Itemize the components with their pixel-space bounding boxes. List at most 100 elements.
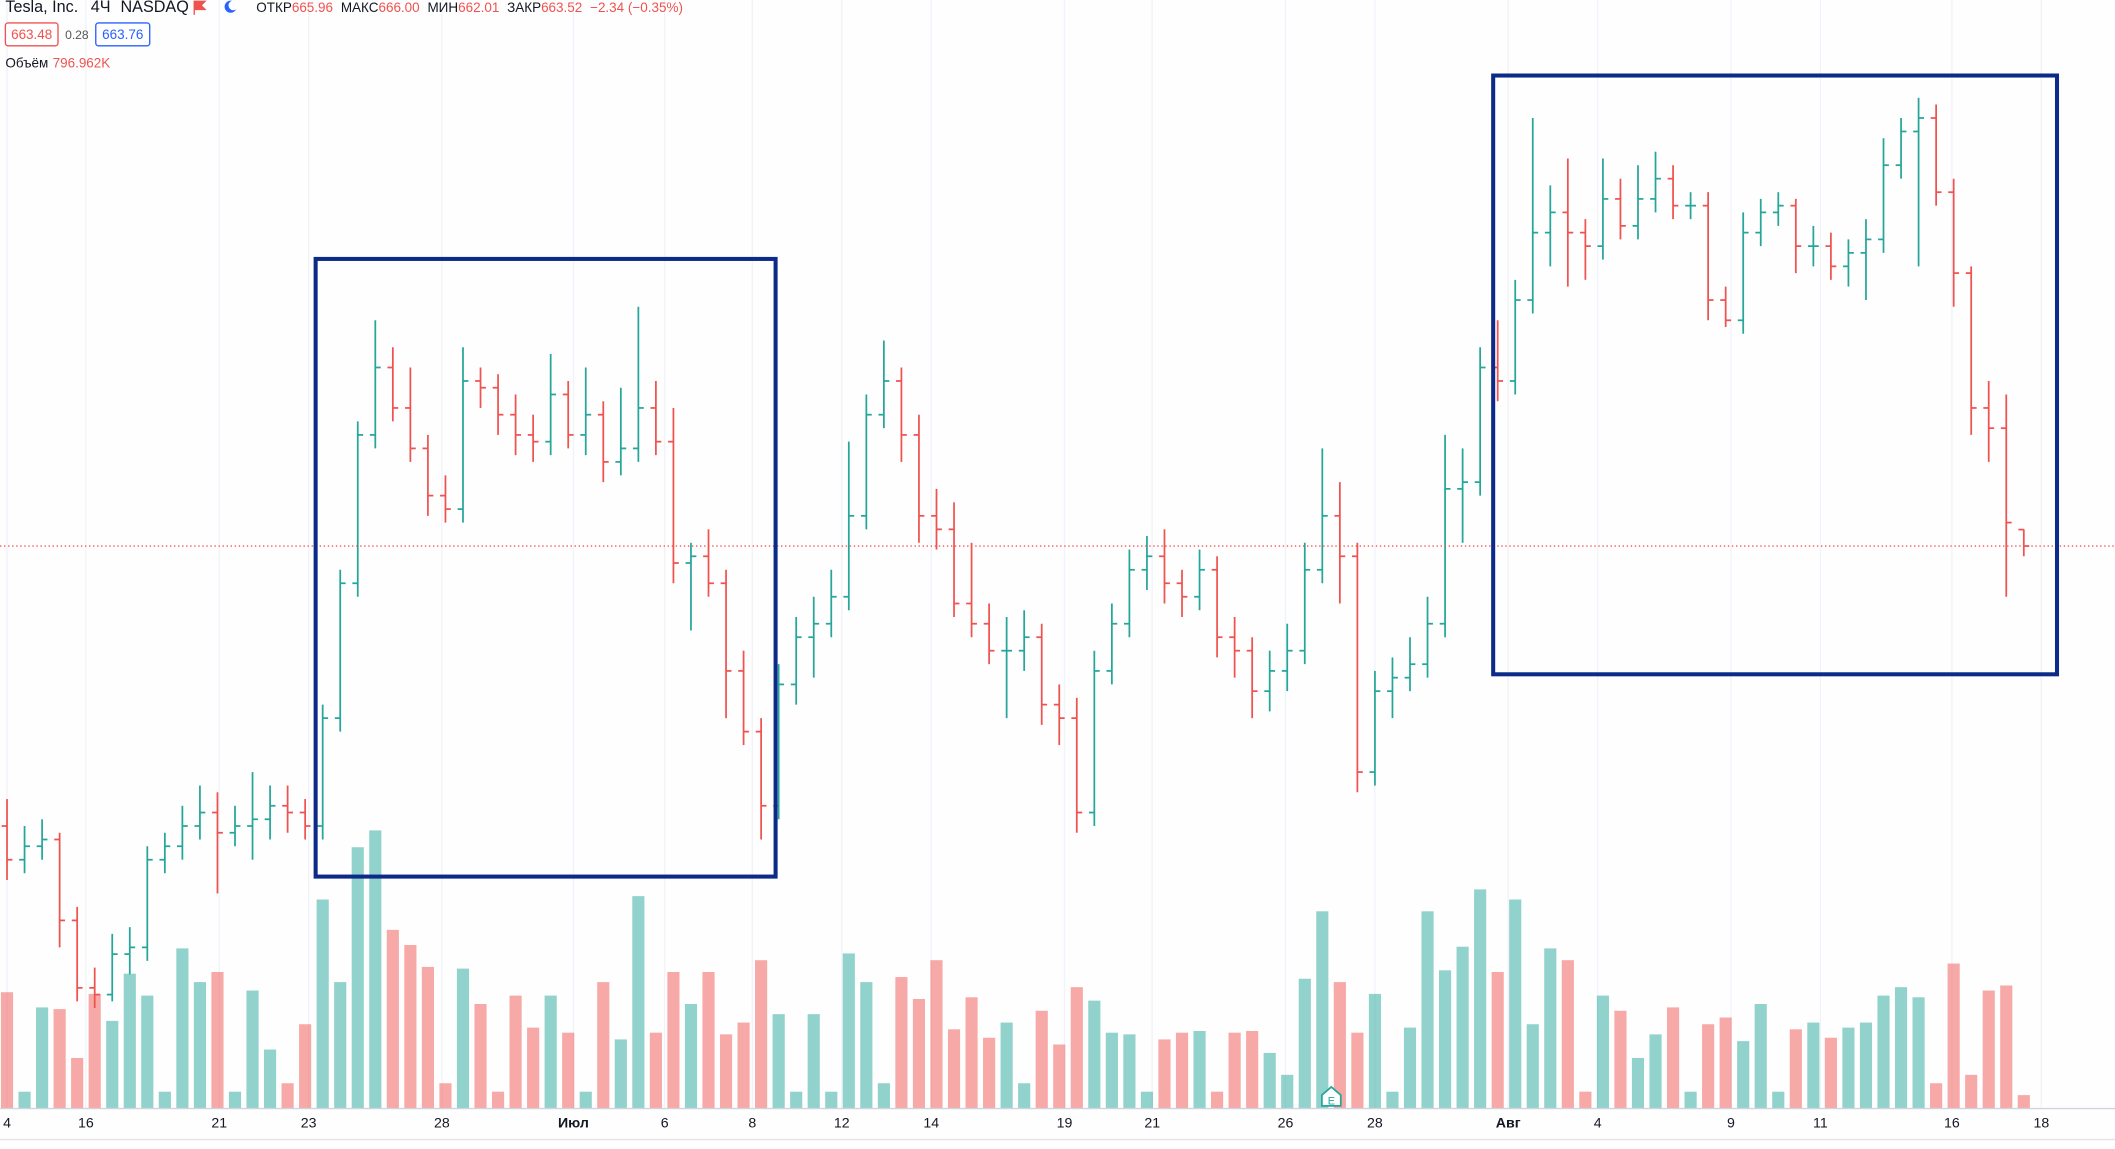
volume-bar <box>2017 1095 2030 1109</box>
volume-bar <box>1894 987 1908 1109</box>
legend-value: 666.00 <box>378 0 419 15</box>
volume-bar <box>1649 1034 1662 1109</box>
volume-bar <box>562 1032 575 1109</box>
x-tick-label: 14 <box>923 1115 939 1131</box>
volume-bar <box>1333 982 1346 1109</box>
volume-bar <box>369 830 382 1109</box>
volume-bar <box>1123 1034 1136 1109</box>
volume-bar <box>1316 911 1329 1109</box>
volume-bar <box>807 1014 820 1109</box>
volume-bar <box>1386 1091 1399 1109</box>
volume-bar <box>579 1091 592 1109</box>
symbol-line: Tesla, Inc. 4Ч NASDAQ <box>5 0 188 16</box>
x-tick-label: Июл <box>558 1115 589 1131</box>
volume-bar <box>316 899 329 1109</box>
volume-bar <box>1754 1004 1767 1109</box>
volume-bar <box>667 971 680 1109</box>
volume-bar <box>1403 1027 1417 1109</box>
volume-bar <box>1281 1074 1294 1109</box>
volume-bar <box>1070 987 1083 1109</box>
ask-box[interactable] <box>95 22 151 47</box>
volume-bar <box>421 966 434 1109</box>
interval: 4Ч <box>91 0 111 16</box>
volume-bar <box>158 1091 171 1109</box>
volume-bar <box>597 982 610 1109</box>
x-tick-label: 21 <box>211 1115 227 1131</box>
volume-bar <box>1035 1010 1048 1109</box>
x-tick-label: 18 <box>2033 1115 2049 1131</box>
x-tick-label: 4 <box>1594 1115 1602 1131</box>
volume-bar <box>1246 1030 1259 1109</box>
volume-bar <box>860 982 873 1109</box>
volume-bar <box>53 1009 66 1109</box>
volume-bar <box>1509 899 1522 1109</box>
volume-bar <box>1596 995 1609 1109</box>
volume-bar <box>1474 889 1487 1109</box>
bid-price: 663.48 <box>11 27 52 42</box>
exchange: NASDAQ <box>120 0 188 16</box>
volume-label: Объём <box>5 55 48 70</box>
volume-bar <box>193 982 206 1109</box>
header: Tesla, Inc. 4Ч NASDAQ ОТКР665.96 МАКС666… <box>4 0 683 70</box>
volume-bar <box>649 1032 662 1109</box>
volume-bar <box>1000 1022 1013 1109</box>
x-tick-label: 23 <box>301 1115 317 1131</box>
volume-bar <box>1561 960 1574 1109</box>
legend-value: 663.52 <box>541 0 582 15</box>
volume-bar <box>702 971 715 1109</box>
x-tick-label: 8 <box>748 1115 756 1131</box>
volume-bar <box>18 1091 31 1109</box>
ohlc-legend: ОТКР665.96 МАКС666.00 МИН662.01 ЗАКР663.… <box>256 0 683 15</box>
volume-bar <box>1859 1022 1873 1109</box>
volume-bar <box>1842 1027 1855 1109</box>
volume-bar <box>1351 1032 1364 1109</box>
time-axis: 4 16 21 23 28 Июл 6 8 12 14 19 21 26 28 Авг 4 9 11 16 18 <box>3 1115 2049 1131</box>
drawn-rectangle[interactable] <box>313 256 778 879</box>
volume-bar <box>1737 1041 1750 1109</box>
earnings-icon <box>1320 1085 1342 1107</box>
volume-bar <box>1807 1022 1820 1109</box>
x-tick-label: 11 <box>1813 1115 1828 1131</box>
ask-price: 663.76 <box>102 27 143 42</box>
volume-value: 796.962K <box>53 55 111 70</box>
volume-bar <box>947 1029 961 1109</box>
x-tick-label: 16 <box>78 1115 94 1131</box>
spread: 0.28 <box>65 28 89 42</box>
volume-bar <box>684 1004 698 1109</box>
volume-bar <box>1263 1052 1276 1109</box>
legend-label: МИН <box>427 0 458 15</box>
volume-bar <box>1930 1083 1943 1109</box>
volume-bar <box>1719 1017 1732 1109</box>
volume-bar <box>264 1049 277 1109</box>
legend-value: 665.96 <box>292 0 333 15</box>
volume-bar <box>983 1037 996 1109</box>
volume-bar <box>912 998 926 1109</box>
volume-bar <box>123 973 136 1109</box>
x-tick-label: 19 <box>1057 1115 1073 1131</box>
volume-bar <box>719 1034 733 1109</box>
volume-bar <box>1824 1037 1837 1109</box>
volume-bar <box>1877 995 1890 1109</box>
volume-bar <box>439 1083 452 1109</box>
volume-bar <box>1140 1091 1154 1109</box>
volume-bar <box>965 997 978 1109</box>
flag-icon[interactable] <box>193 0 207 15</box>
volume-bar <box>1456 946 1469 1109</box>
x-tick-label: 26 <box>1278 1115 1294 1131</box>
volume-bar <box>1947 963 1960 1109</box>
legend-value: 662.01 <box>458 0 499 15</box>
volume-bar <box>1526 1024 1539 1109</box>
volume-bar <box>1105 1032 1118 1109</box>
volume-bar <box>930 960 943 1109</box>
volume-bar <box>842 953 855 1109</box>
earnings-label: E <box>1328 1096 1335 1108</box>
drawn-rectangle[interactable] <box>1491 73 2060 677</box>
volume-bar <box>1228 1032 1241 1109</box>
plot-area <box>0 97 2115 1109</box>
volume-bar <box>772 1014 785 1109</box>
bid-box[interactable] <box>4 22 59 47</box>
volume-bar <box>2000 985 2013 1109</box>
earnings-marker[interactable]: E <box>1320 1085 1342 1108</box>
volume-bar <box>1053 1044 1066 1109</box>
